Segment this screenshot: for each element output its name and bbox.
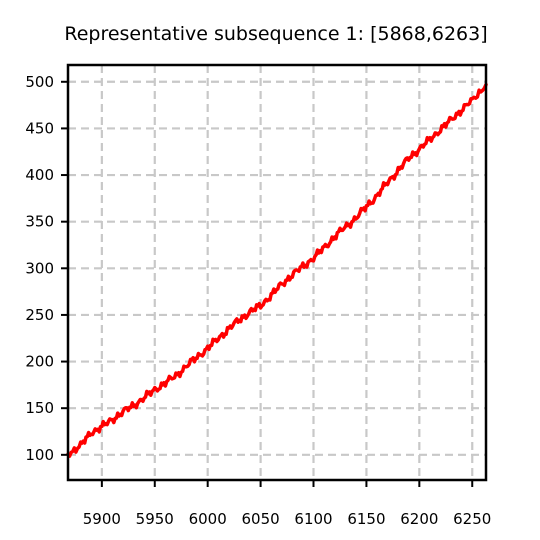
- y-tick-label: 250: [25, 306, 54, 324]
- plot-area-frame: [66, 63, 488, 482]
- y-tick-label: 500: [25, 73, 54, 91]
- y-axis: 100 150 200 250 300 350 400 450 500: [25, 73, 68, 464]
- x-tick-label: 6000: [189, 510, 227, 528]
- x-tick-label: 6200: [400, 510, 438, 528]
- grid-lines: [68, 65, 486, 480]
- x-axis: 5900 5950 6000 6050 6100 6150 6200 6250: [83, 480, 491, 528]
- y-tick-label: 100: [25, 446, 54, 464]
- y-tick-label: 300: [25, 259, 54, 277]
- x-tick-label: 6150: [347, 510, 385, 528]
- x-tick-label: 6250: [453, 510, 491, 528]
- y-tick-label: 350: [25, 213, 54, 231]
- x-tick-label: 6050: [242, 510, 280, 528]
- y-tick-label: 200: [25, 353, 54, 371]
- y-tick-label: 400: [25, 166, 54, 184]
- series-lines: [66, 82, 488, 458]
- chart-title: Representative subsequence 1: [5868,6263…: [64, 23, 487, 45]
- y-tick-label: 150: [25, 399, 54, 417]
- x-tick-label: 6100: [294, 510, 332, 528]
- x-tick-label: 5900: [83, 510, 121, 528]
- y-tick-label: 450: [25, 119, 54, 137]
- x-tick-label: 5950: [136, 510, 174, 528]
- series-line: [66, 82, 488, 458]
